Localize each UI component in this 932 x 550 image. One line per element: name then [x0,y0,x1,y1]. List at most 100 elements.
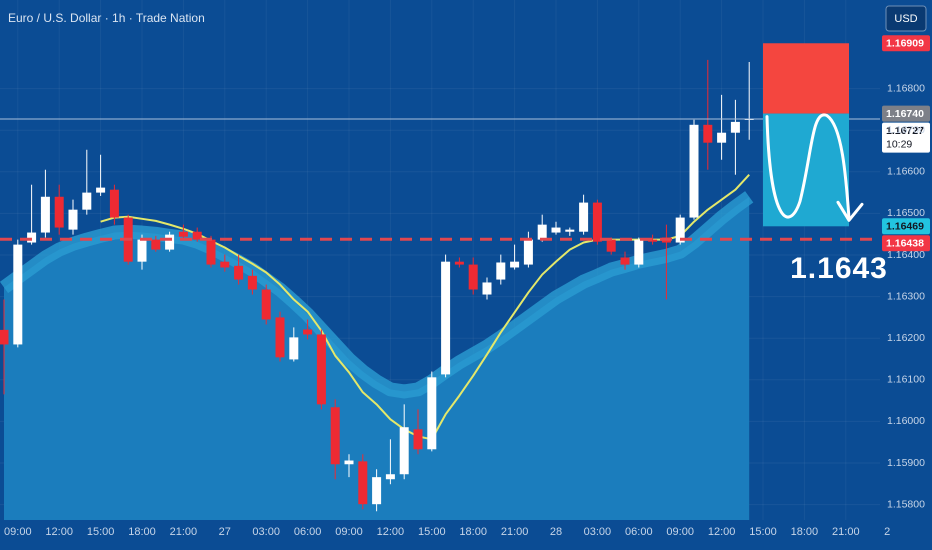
candle-body [13,244,23,345]
x-tick-label: 18:00 [128,526,156,538]
candle-body [151,239,161,250]
y-tick-label: 1.16200 [887,332,925,344]
candle-body [413,429,423,450]
x-tick-label: 12:00 [45,526,73,538]
currency-button-frame[interactable] [885,5,927,32]
candle-body [551,227,561,233]
x-tick-label: 06:00 [294,526,322,538]
price-tag-label: 1.16740 [886,108,924,120]
currency-button[interactable]: USD [885,5,927,32]
chart-title: Euro / U.S. Dollar · 1h · Trade Nation [8,11,205,25]
x-tick-label: 03:00 [252,526,280,538]
price-tag [882,235,930,252]
price-tag [882,105,930,122]
candle-body [537,224,547,240]
y-tick-label: 1.16000 [887,415,925,427]
candle-body [496,262,506,280]
x-tick-label: 21:00 [170,526,198,538]
x-tick-label: 21:00 [832,526,860,538]
candle-body [717,132,727,143]
price-tag-label: 1.16469 [886,221,924,233]
x-tick-label: 12:00 [377,526,405,538]
x-tick-label: 09:00 [4,526,32,538]
candle-body [220,261,230,268]
stop-zone [763,43,849,114]
candle-body [441,261,451,375]
candle-body [703,124,713,143]
x-tick-label: 18:00 [459,526,487,538]
x-tick-label: 12:00 [708,526,736,538]
candle-body [316,334,326,405]
x-tick-label: 28 [550,526,562,538]
x-tick-label: 27 [219,526,231,538]
candle-body [137,239,147,262]
x-tick-label: 09:00 [666,526,694,538]
candle-body [109,189,119,218]
candle-body [523,239,533,265]
countdown-label: 10:29 [886,138,912,150]
candle-body [579,202,589,232]
x-tick-label: 09:00 [335,526,363,538]
candle-body [54,196,64,228]
candle-body [592,202,602,242]
x-tick-label: 15:00 [87,526,115,538]
candle-body [565,229,575,232]
y-tick-label: 1.15900 [887,457,925,469]
price-tag-label: 1.16438 [886,238,924,250]
y-tick-label: 1.16700 [887,124,925,136]
candle-body [330,407,340,465]
x-tick-label: 03:00 [584,526,612,538]
candle-body [344,460,354,465]
candle-body [675,217,685,243]
candle-body [620,257,630,265]
candle-body [648,239,658,242]
indicator-area [4,196,750,520]
candle-body [385,474,395,480]
candle-body [510,261,520,268]
candle-body [358,461,368,505]
drawn-curve [765,113,851,220]
candle-body [68,209,78,230]
y-tick-label: 1.16400 [887,249,925,261]
drawn-arrowhead [836,200,864,222]
candle-body [261,289,271,320]
candle-body [275,317,285,358]
candle-body [165,234,175,250]
y-tick-label: 1.16500 [887,207,925,219]
candle-body [96,187,106,193]
x-tick-label: 06:00 [625,526,653,538]
currency-label[interactable]: USD [894,13,917,25]
candle-body [289,337,299,360]
price-tag [882,122,930,153]
y-tick-label: 1.16800 [887,82,925,94]
candle-body [178,231,188,237]
price-tag-label: 1.16727 [886,125,924,137]
candle-body [247,275,257,290]
candle-body [606,239,616,252]
candle-body [0,329,9,345]
candle-body [454,261,464,265]
candle-body [730,121,740,133]
y-tick-label: 1.15800 [887,498,925,510]
price-tag [882,218,930,235]
candle-body [234,265,244,280]
x-tick-label: 15:00 [418,526,446,538]
candle-body [689,124,699,218]
candle-body [482,282,492,295]
candle-body [27,232,37,243]
candle-body [206,239,216,265]
y-tick-label: 1.16100 [887,374,925,386]
price-tag-label: 1.16909 [886,38,924,50]
candle-body [634,239,644,265]
candle-body [427,377,437,450]
candle-body [303,329,313,335]
candle-body [192,231,202,240]
price-annotation: 1.1643 [790,252,888,285]
candle-body [40,196,50,233]
candle-body [82,192,92,210]
x-tick-label: 21:00 [501,526,529,538]
x-tick-label: 15:00 [749,526,777,538]
